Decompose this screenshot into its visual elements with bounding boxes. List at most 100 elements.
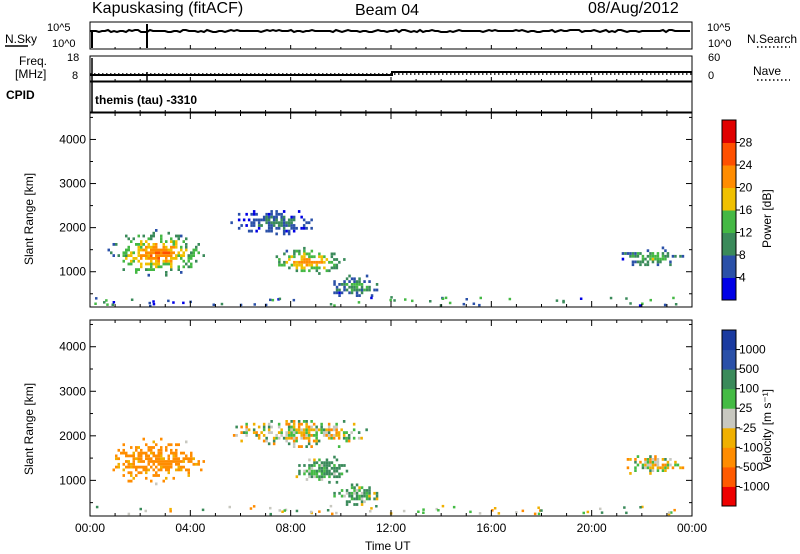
data-cell <box>521 509 525 513</box>
data-cell <box>282 436 286 440</box>
data-cell <box>267 224 271 227</box>
data-cell <box>358 497 361 501</box>
data-cell <box>150 259 153 263</box>
data-cell <box>673 508 676 512</box>
data-cell <box>270 226 273 230</box>
data-cell <box>155 257 158 260</box>
data-cell <box>337 431 341 434</box>
data-cell <box>649 472 652 475</box>
data-cell <box>629 302 632 305</box>
data-cell <box>167 454 170 458</box>
data-cell <box>323 260 326 264</box>
data-cell <box>160 265 163 269</box>
data-cell <box>368 491 371 495</box>
data-cell <box>303 266 306 270</box>
data-cell <box>293 255 296 259</box>
data-cell <box>315 475 319 479</box>
data-cell <box>302 226 306 230</box>
data-cell <box>435 507 438 511</box>
data-cell <box>170 451 173 455</box>
data-cell <box>282 215 286 219</box>
data-cell <box>165 448 168 452</box>
data-cell <box>358 280 361 283</box>
data-cell <box>353 491 356 495</box>
colorbar-tick-label: 25 <box>739 401 753 415</box>
data-cell <box>669 263 672 267</box>
data-cell <box>649 458 652 461</box>
data-cell <box>232 434 236 437</box>
data-cell <box>335 263 339 267</box>
data-cell <box>272 442 276 446</box>
freq-line <box>90 71 692 76</box>
data-cell <box>152 251 155 255</box>
data-cell <box>302 436 306 440</box>
data-cell <box>269 298 272 302</box>
data-cell <box>170 240 173 243</box>
data-cell <box>140 248 143 252</box>
data-cell <box>190 457 193 461</box>
data-cell <box>338 475 341 479</box>
data-cell <box>309 510 313 514</box>
data-cell <box>357 431 361 434</box>
data-cell <box>275 215 278 219</box>
data-cell <box>285 249 289 253</box>
data-cell <box>307 439 311 443</box>
data-cell <box>295 263 299 267</box>
colorbar-segment <box>722 447 736 468</box>
data-cell <box>638 304 642 307</box>
data-cell <box>157 462 160 466</box>
data-cell <box>195 462 198 466</box>
data-cell <box>644 263 647 267</box>
nave-tick-bottom: 0 <box>708 70 715 82</box>
data-cell <box>140 451 143 455</box>
data-cell <box>355 489 359 492</box>
data-cell <box>303 255 306 259</box>
data-cell <box>264 303 268 307</box>
data-cell <box>257 425 261 429</box>
data-cell <box>137 251 140 255</box>
data-cell <box>360 497 364 501</box>
data-cell <box>177 268 180 271</box>
colorbar-segment <box>722 330 736 351</box>
data-cell <box>639 260 642 264</box>
data-cell <box>247 218 251 222</box>
data-cell <box>255 434 258 437</box>
data-cell <box>250 224 253 227</box>
data-cell <box>267 229 271 233</box>
data-cell <box>115 457 118 461</box>
data-cell <box>307 221 311 225</box>
data-cell <box>348 491 351 495</box>
data-cell <box>242 218 246 222</box>
data-cell <box>290 224 293 227</box>
data-cell <box>625 511 628 515</box>
data-cell <box>275 226 278 230</box>
data-cell <box>310 255 314 259</box>
data-cell <box>355 491 359 495</box>
data-cell <box>237 218 241 222</box>
data-cell <box>142 460 145 463</box>
data-cell <box>245 224 248 227</box>
data-cell <box>631 260 635 264</box>
data-cell <box>626 458 630 461</box>
data-cell <box>295 269 299 273</box>
data-cell <box>295 431 298 434</box>
data-cell <box>277 226 281 230</box>
data-cell <box>312 428 316 432</box>
data-cell <box>150 265 153 269</box>
data-cell <box>152 460 155 463</box>
y-tick-label: 3000 <box>59 384 86 398</box>
data-cell <box>300 260 304 264</box>
data-cell <box>365 491 369 495</box>
data-cell <box>127 462 130 466</box>
data-cell <box>297 422 301 426</box>
data-cell <box>172 476 175 480</box>
data-cell <box>285 431 288 434</box>
data-cell <box>260 224 263 227</box>
data-cell <box>140 448 143 452</box>
data-cell <box>135 474 138 477</box>
data-cell <box>295 439 298 443</box>
data-cell <box>303 252 306 256</box>
colorbar-tick-label: 12 <box>739 226 753 240</box>
data-cell <box>317 428 321 432</box>
data-cell <box>365 288 369 292</box>
